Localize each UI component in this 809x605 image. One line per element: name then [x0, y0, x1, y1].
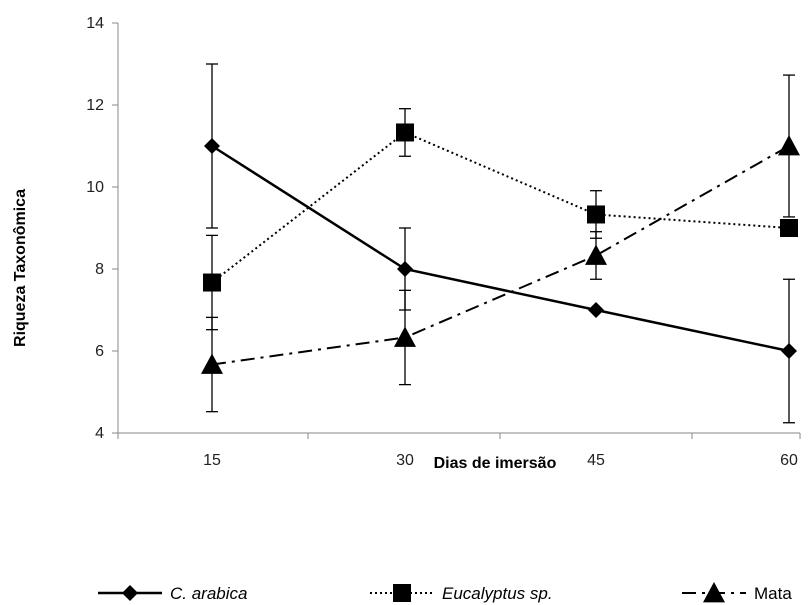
y-axis-title: Riqueza Taxonômica — [12, 189, 29, 347]
legend-item: Eucalyptus sp. — [370, 584, 553, 603]
data-point — [394, 326, 416, 347]
legend-label: C. arabica — [170, 584, 247, 603]
x-axis-title: Dias de imersão — [434, 455, 557, 472]
legend-label: Mata — [754, 584, 792, 603]
legend-marker — [393, 584, 411, 602]
data-point — [397, 261, 413, 277]
data-point — [781, 343, 797, 359]
series-line — [211, 145, 790, 366]
x-tick-label: 30 — [396, 452, 414, 469]
legend-item: C. arabica — [98, 584, 247, 603]
y-tick-label: 4 — [95, 425, 104, 442]
data-point — [201, 353, 223, 374]
series-diamond — [204, 63, 797, 424]
data-point — [588, 302, 604, 318]
data-point — [778, 135, 800, 156]
axes: 4 6 8 10 12 14 15 30 45 60 — [86, 15, 801, 469]
series-layer — [201, 63, 800, 424]
y-tick-label: 8 — [95, 261, 104, 278]
legend: C. arabica Eucalyptus sp. Mata — [98, 582, 792, 603]
series-line — [211, 131, 790, 284]
y-tick-label: 12 — [86, 97, 104, 114]
data-point — [780, 219, 798, 237]
x-tick-label: 15 — [203, 452, 221, 469]
y-tick-label: 6 — [95, 343, 104, 360]
series-triangle — [201, 74, 800, 413]
legend-marker — [122, 585, 138, 601]
legend-item: Mata — [682, 582, 792, 603]
data-point — [204, 138, 220, 154]
data-point — [396, 123, 414, 142]
y-tick-label: 14 — [86, 15, 104, 32]
legend-label: Eucalyptus sp. — [442, 584, 553, 603]
data-point — [203, 273, 221, 292]
legend-marker — [703, 582, 725, 603]
data-point — [587, 205, 605, 224]
x-tick-label: 45 — [587, 452, 605, 469]
x-tick-label: 60 — [780, 452, 798, 469]
series-line — [211, 144, 790, 353]
data-point — [585, 244, 607, 265]
y-tick-label: 10 — [86, 179, 104, 196]
